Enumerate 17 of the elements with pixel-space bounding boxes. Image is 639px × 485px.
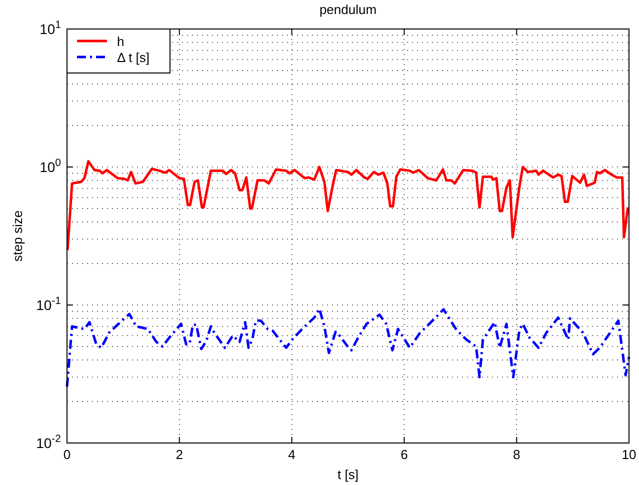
x-tick-label: 10 xyxy=(622,447,636,462)
legend-label: h xyxy=(117,34,124,49)
y-axis-title: step size xyxy=(10,210,25,262)
y-tick-label: 10$^{-1}$ xyxy=(36,295,62,313)
x-tick-label: 8 xyxy=(512,447,520,462)
line-series xyxy=(66,160,630,252)
x-axis-title: t [s] xyxy=(338,467,358,482)
y-tick-label: 10$^{0}$ xyxy=(40,157,62,175)
x-tick-label: 0 xyxy=(63,447,71,462)
y-tick-label: 10$^{1}$ xyxy=(40,19,62,37)
x-tick-label: 4 xyxy=(288,447,296,462)
y-tick-label: 10$^{-2}$ xyxy=(36,433,62,451)
line-series xyxy=(66,307,630,388)
legend-label: Δ t [s] xyxy=(117,50,150,65)
x-tick-label: 6 xyxy=(400,447,408,462)
chart-title: pendulum xyxy=(319,2,377,17)
x-tick-label: 2 xyxy=(176,447,184,462)
